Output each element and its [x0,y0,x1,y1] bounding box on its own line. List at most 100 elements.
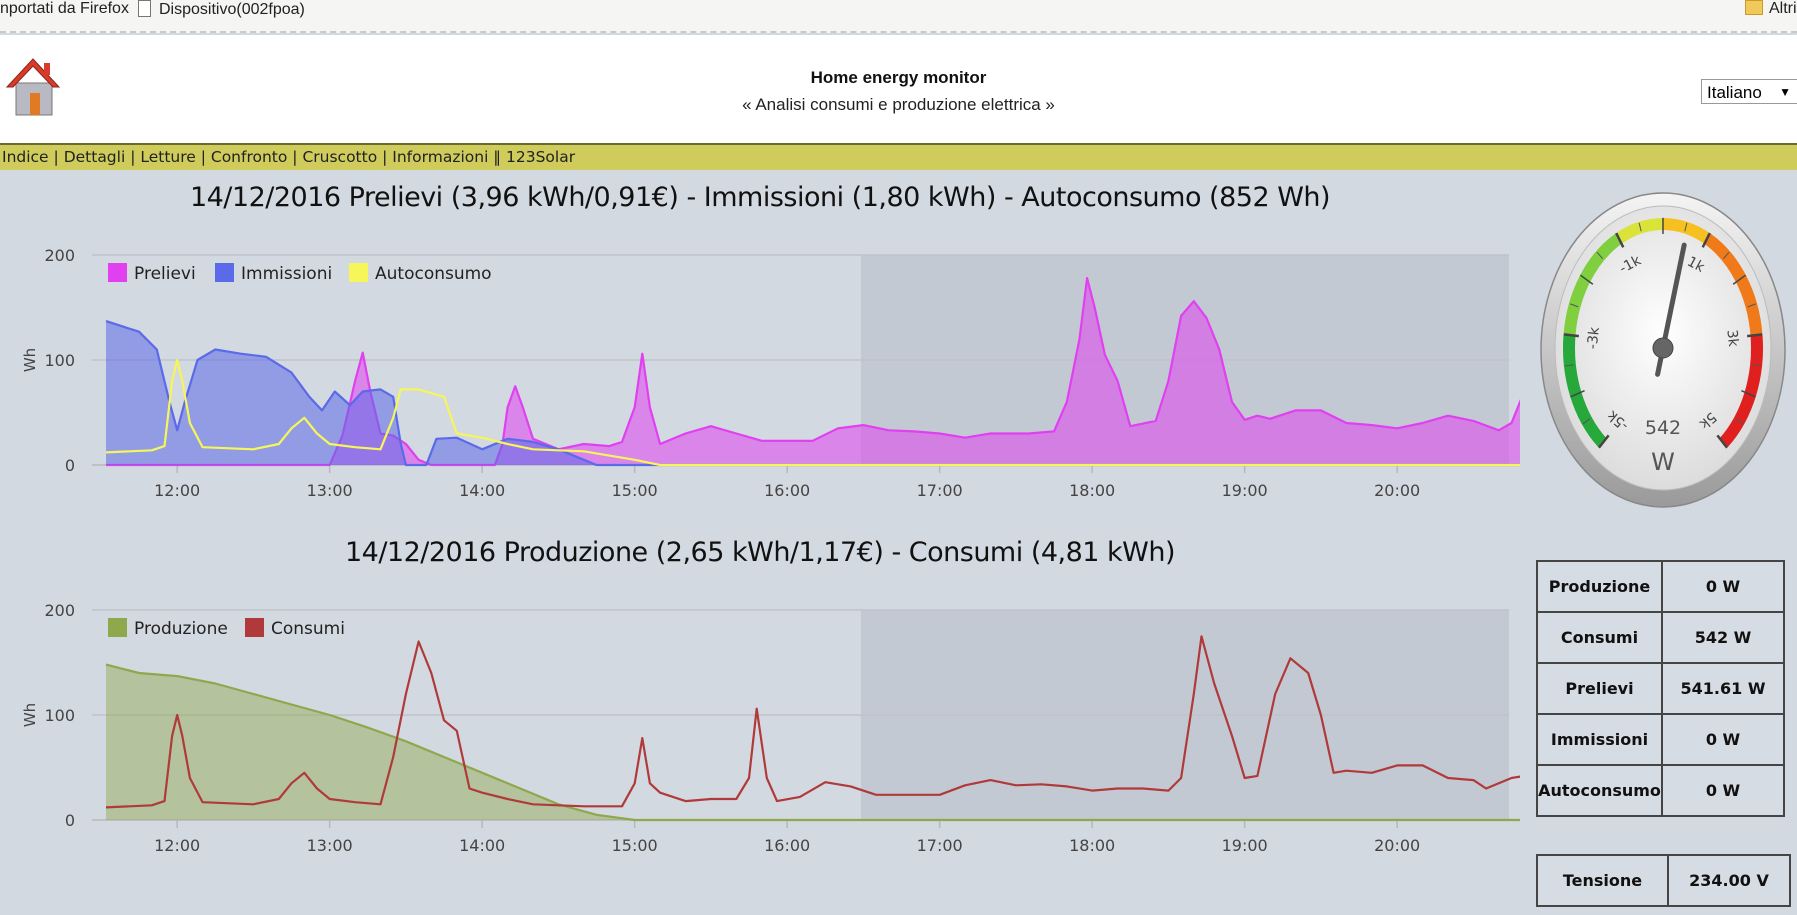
table-row: Autoconsumo 0 W [1536,764,1785,817]
legend-swatch-prelievi [108,263,127,282]
legend-produzione[interactable]: Produzione [134,619,228,639]
gauge-minor-tick [1638,222,1642,232]
chart-top-xtick-label: 16:00 [764,481,810,500]
language-select[interactable]: Italiano ▼ [1701,79,1797,104]
nav-informazioni[interactable]: Informazioni [392,148,489,166]
chart-bottom-series-consumi [105,635,1520,809]
chart-top-area-immissioni [106,321,1520,465]
gauge-minor-tick [1596,251,1603,259]
chart-bottom-title: 14/12/2016 Produzione (2,65 kWh/1,17€) -… [344,537,1176,568]
table-row: Produzione 0 W [1536,560,1785,613]
nav-123solar[interactable]: 123Solar [505,148,576,166]
gauge-tick [1615,232,1625,248]
chart-bottom-xtick-label: 15:00 [612,836,658,855]
chart-bottom-xtick-label: 13:00 [307,836,353,855]
page-subtitle: « Analisi consumi e produzione elettrica… [742,95,1055,114]
table-row: Tensione 234.00 V [1536,854,1791,907]
chart-top-xtick-label: 15:00 [612,481,658,500]
reading-label: Immissioni [1536,713,1663,766]
chart-bottom-xtick-label: 20:00 [1374,836,1420,855]
bookmark-imported[interactable]: nportati da Firefox [0,0,129,17]
house-icon[interactable] [4,53,62,119]
readings-table: Produzione 0 W Consumi 542 W Prelievi 541.6… [1536,560,1785,817]
chart-bottom-xtick-label: 17:00 [917,836,963,855]
gauge-tick [1701,232,1711,248]
chart-bottom-ylabel: Wh [21,703,39,727]
chart-bottom-xtick-label: 14:00 [459,836,505,855]
gauge-tick [1732,274,1747,285]
page-header: Home energy monitor « Analisi consumi e … [0,35,1797,143]
table-row: Immissioni 0 W [1536,713,1785,766]
chart-bottom-ytick-label: 100 [44,706,75,725]
gauge-minor-tick [1735,418,1744,425]
reading-label: Produzione [1536,560,1663,613]
legend-autoconsumo[interactable]: Autoconsumo [375,264,492,284]
reading-label: Consumi [1536,611,1663,664]
chart-top-xtick-label: 19:00 [1222,481,1268,500]
page-icon [138,0,151,17]
chart-top-area-prelievi [106,278,1520,465]
chart-top-series-immissioni [105,320,1520,467]
nav-letture[interactable]: Letture [140,148,196,166]
gauge-tick [1563,333,1580,338]
chart-top: 12:00 13:00 14:00 15:00 16:00 17:00 18:00 19:00… [21,246,1520,500]
chart-bottom: 12:00 13:00 14:00 15:00 16:00 17:00 18:00 19:00… [21,601,1520,855]
reading-value: 0 W [1661,713,1785,766]
chart-top-xtick-label: 12:00 [154,481,200,500]
chart-bottom-xtick-label: 19:00 [1222,836,1268,855]
nav-indice[interactable]: Indice [2,148,49,166]
chart-bottom-series-produzione [105,663,1520,822]
bookmark-dispositivo[interactable]: Dispositivo(002fpoa) [138,0,305,19]
reading-value: 0 W [1661,560,1785,613]
reading-label: Autoconsumo [1536,764,1663,817]
gauge-unit: W [1651,448,1675,476]
gauge-tick [1741,390,1756,398]
gauge-ticks [1563,217,1763,449]
chart-bottom-xtick-label: 16:00 [764,836,810,855]
table-row: Prelievi 541.61 W [1536,662,1785,715]
gauge-tick [1597,434,1610,449]
page-title: Home energy monitor [810,68,987,87]
chart-top-ytick-label: 200 [44,246,75,265]
chart-top-xtick-label: 14:00 [459,481,505,500]
gauge-tick-label: 1k [1684,254,1707,277]
table-row: Consumi 542 W [1536,611,1785,664]
gauge-tick [1716,434,1729,449]
folder-icon [1745,0,1763,15]
nav-cruscotto[interactable]: Cruscotto [302,148,378,166]
gauge-tick-label: 3k [1723,329,1741,348]
chart-top-ylabel: Wh [21,348,39,372]
chart-top-ytick-label: 100 [44,351,75,370]
reading-value: 0 W [1661,764,1785,817]
main-nav: Indice | Dettagli | Letture | Confronto … [0,143,1797,170]
nav-confronto[interactable]: Confronto [210,148,288,166]
gauge-tick [1579,274,1594,285]
chart-bottom-xtick-label: 18:00 [1069,836,1115,855]
legend-prelievi[interactable]: Prelievi [134,264,196,284]
voltage-table: Tensione 234.00 V [1536,854,1791,907]
gauge-hub [1652,337,1674,359]
gauge-minor-tick [1570,303,1579,308]
nav-dettagli[interactable]: Dettagli [63,148,126,166]
chart-top-xtick-label: 18:00 [1069,481,1115,500]
legend-swatch-immissioni [215,263,234,282]
chart-top-legend: Prelievi Immissioni Autoconsumo [108,263,492,284]
chart-top-series-autoconsumo [105,358,1520,467]
chart-bottom-area-produzione [106,664,1520,820]
gauge-value: 542 [1645,417,1681,439]
bookmarks-bar: nportati da Firefox Dispositivo(002fpoa)… [0,0,1797,33]
gauge-tick [1570,390,1585,398]
legend-swatch-produzione [108,618,127,637]
reading-value: 542 W [1661,611,1785,664]
gauge-minor-tick [1684,222,1688,232]
chart-top-xtick-label: 13:00 [307,481,353,500]
chart-top-xtick-label: 17:00 [917,481,963,500]
chart-bottom-ytick-label: 200 [44,601,75,620]
gauge-minor-tick [1565,364,1574,367]
bookmark-other[interactable]: Altri [1745,0,1797,18]
legend-consumi[interactable]: Consumi [271,619,345,639]
legend-immissioni[interactable]: Immissioni [241,264,332,284]
voltage-label: Tensione [1536,854,1669,907]
chart-bottom-xtick-label: 12:00 [154,836,200,855]
